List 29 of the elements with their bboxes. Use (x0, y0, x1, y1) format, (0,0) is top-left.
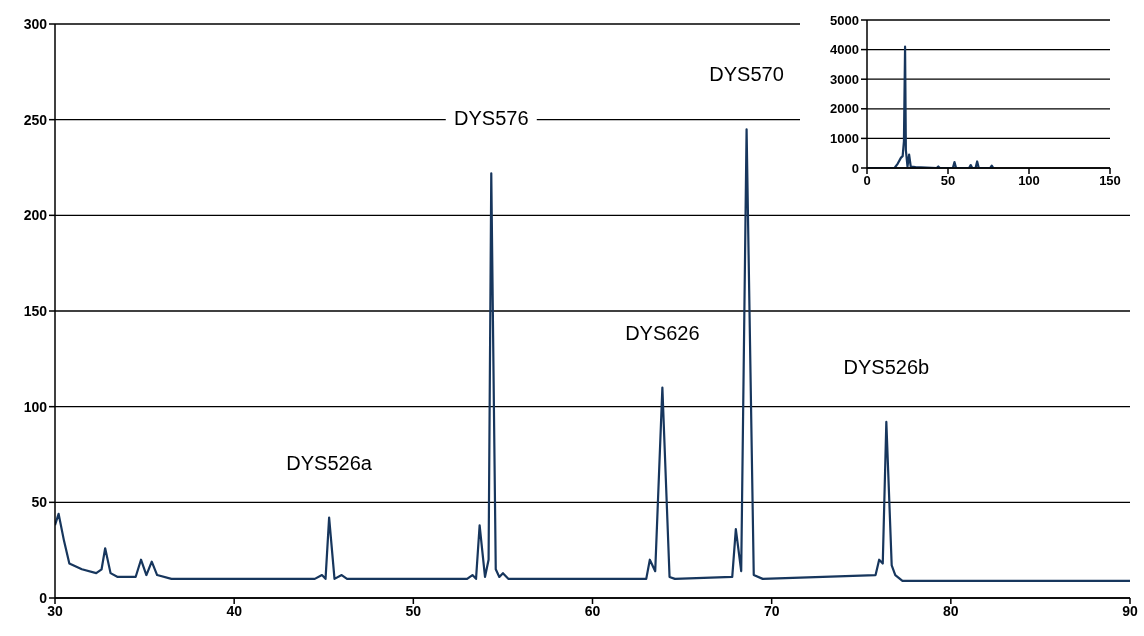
y-tick-label: 2000 (830, 101, 859, 117)
y-tick-label: 300 (23, 15, 48, 32)
x-tick-label: 0 (863, 173, 871, 189)
y-tick-label: 150 (23, 302, 48, 319)
y-tick-label: 200 (23, 207, 48, 224)
y-tick-label: 0 (39, 589, 48, 606)
y-tick-label: 0 (851, 160, 859, 176)
x-tick-label: 70 (763, 602, 780, 619)
y-tick-label: 100 (23, 398, 48, 415)
y-tick-label: 3000 (830, 71, 859, 87)
y-tick-label: 1000 (830, 131, 859, 147)
annotation: DYS526b (843, 355, 930, 378)
x-tick-label: 60 (584, 602, 601, 619)
x-tick-label: 40 (226, 602, 243, 619)
y-tick-label: 250 (23, 111, 48, 128)
x-tick-label: 150 (1099, 173, 1121, 189)
annotation: DYS526a (286, 451, 373, 474)
x-tick-label: 30 (47, 602, 63, 619)
y-tick-label: 5000 (830, 12, 859, 28)
annotation: DYS626 (625, 321, 700, 344)
y-tick-label: 50 (31, 494, 48, 511)
x-tick-label: 80 (943, 602, 959, 619)
x-tick-label: 50 (405, 602, 422, 619)
x-tick-label: 100 (1018, 173, 1040, 189)
y-tick-label: 4000 (830, 42, 859, 58)
x-tick-label: 90 (1122, 602, 1138, 619)
x-tick-label: 50 (940, 173, 956, 189)
annotation: DYS570 (709, 63, 784, 86)
annotation: DYS576 (454, 107, 529, 130)
